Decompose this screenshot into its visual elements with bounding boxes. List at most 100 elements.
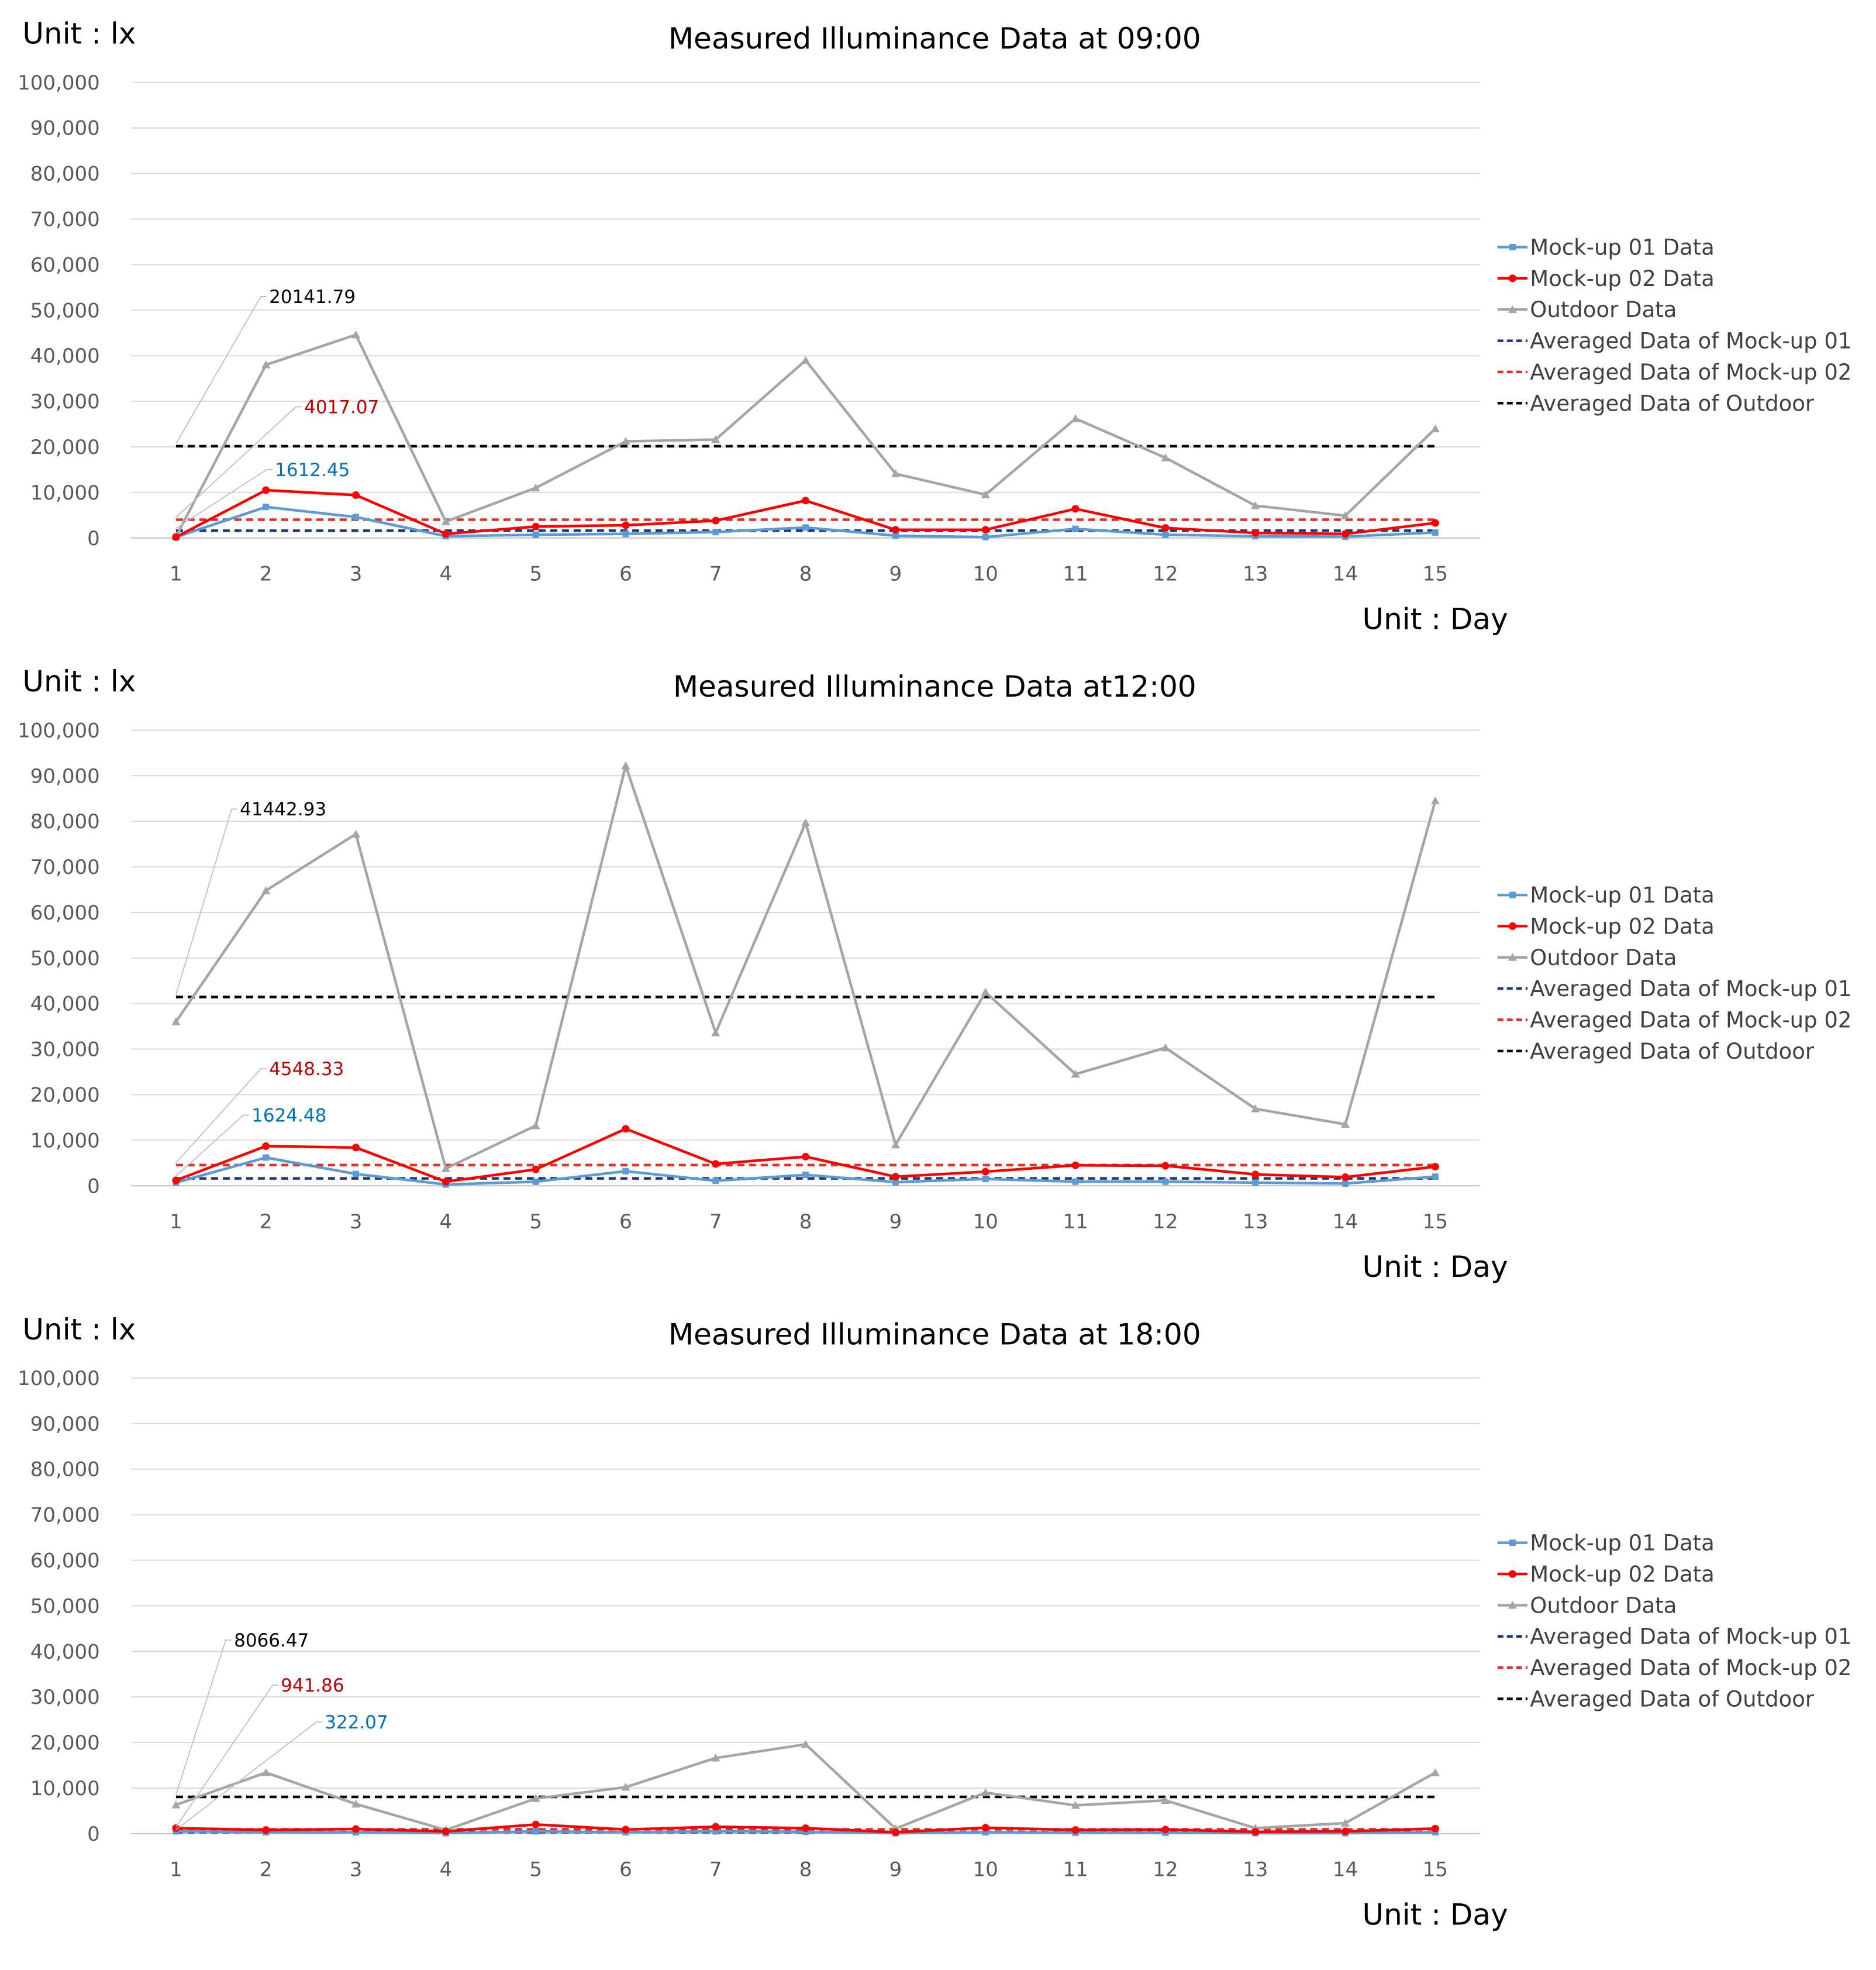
callout-leader-line	[175, 1639, 232, 1795]
y-tick-label: 50,000	[30, 299, 100, 322]
y-tick-label: 10,000	[30, 1777, 100, 1800]
data-point	[353, 514, 360, 521]
legend-label: Mock-up 02 Data	[1530, 1562, 1715, 1587]
series-mock-up-02-data	[172, 1125, 1439, 1186]
data-point	[442, 1827, 450, 1835]
data-point	[712, 1828, 719, 1835]
data-point	[621, 1782, 630, 1791]
callout-averaged-data-of-mock-up-02: 941.86	[175, 1675, 344, 1828]
data-point	[262, 1142, 270, 1151]
data-point	[802, 524, 809, 531]
data-point	[263, 504, 270, 511]
callout-label: 8066.47	[234, 1630, 309, 1651]
y-tick-label: 40,000	[30, 1640, 100, 1664]
data-point	[1071, 505, 1080, 513]
data-point	[891, 1173, 899, 1181]
y-tick-label: 60,000	[30, 901, 100, 925]
callout-leader-line	[175, 1068, 267, 1163]
callout-averaged-data-of-mock-up-01: 1624.48	[175, 1105, 326, 1177]
data-point	[802, 497, 810, 505]
data-point	[262, 1826, 270, 1834]
x-tick-label: 10	[973, 562, 998, 586]
legend-marker	[1508, 274, 1516, 283]
data-point	[801, 356, 811, 364]
callout-leader-line	[175, 296, 267, 445]
chart-panel-2: 0 10,000 20,000 30,000 40,000 50,000 60,000 70,…	[18, 664, 1851, 1284]
callout-leader-line	[175, 1721, 323, 1831]
x-tick-label: 8	[799, 1858, 812, 1881]
callout-averaged-data-of-mock-up-01: 1612.45	[175, 460, 350, 529]
data-point	[1341, 1819, 1350, 1827]
data-point	[891, 469, 900, 477]
data-point	[802, 1152, 810, 1160]
legend-item-averaged-data-of-mock-up-01: Averaged Data of Mock-up 01	[1497, 329, 1851, 354]
data-point	[1161, 1796, 1170, 1804]
data-point	[711, 1754, 720, 1762]
legend-label: Mock-up 01 Data	[1530, 235, 1715, 260]
y-tick-label: 60,000	[30, 1549, 100, 1573]
series-mock-up-02-data	[172, 1820, 1439, 1837]
data-point	[1071, 1069, 1080, 1078]
legend: Mock-up 01 Data Mock-up 02 Data Outdoor Da…	[1497, 883, 1851, 1064]
data-point	[1431, 519, 1439, 527]
data-point	[1431, 1163, 1439, 1171]
legend-item-mock-up-02-data: Mock-up 02 Data	[1497, 914, 1715, 939]
data-point	[1161, 453, 1170, 461]
data-point	[711, 435, 720, 443]
y-tick-label: 20,000	[30, 436, 100, 459]
x-tick-label: 2	[260, 1858, 273, 1881]
legend-label: Outdoor Data	[1530, 945, 1677, 970]
legend-marker	[1508, 953, 1517, 961]
data-point	[712, 1177, 719, 1184]
y-tick-label: 50,000	[30, 1594, 100, 1618]
x-tick-label: 13	[1243, 1210, 1268, 1234]
y-tick-label: 0	[87, 1175, 100, 1198]
series-outdoor-data	[171, 1740, 1440, 1834]
data-point	[1341, 511, 1350, 519]
y-axis-unit: Unit : lx	[22, 664, 136, 698]
legend-label: Averaged Data of Mock-up 01	[1530, 976, 1851, 1001]
callout-leader-line	[175, 406, 302, 518]
data-point	[1252, 1179, 1259, 1186]
legend-item-averaged-data-of-outdoor: Averaged Data of Outdoor	[1497, 1686, 1815, 1711]
data-point	[171, 1800, 181, 1809]
y-axis-unit: Unit : lx	[22, 17, 136, 51]
x-tick-label: 7	[709, 1210, 722, 1234]
data-point	[802, 1172, 809, 1179]
data-point	[981, 1788, 990, 1796]
callout-leader-line	[175, 469, 273, 529]
legend-label: Averaged Data of Outdoor	[1530, 1039, 1815, 1064]
y-tick-label: 0	[87, 527, 100, 550]
data-point	[532, 1165, 540, 1173]
callout-averaged-data-of-outdoor: 8066.47	[175, 1630, 309, 1795]
series-line	[175, 1156, 1436, 1186]
legend-label: Averaged Data of Mock-up 01	[1530, 329, 1851, 354]
data-point	[1432, 529, 1439, 536]
legend-item-outdoor-data: Outdoor Data	[1497, 1593, 1677, 1618]
y-tick-label: 40,000	[30, 345, 100, 368]
legend-marker	[1509, 244, 1516, 251]
data-point	[171, 1017, 181, 1025]
x-tick-label: 5	[529, 1210, 542, 1234]
chart-panel-3: 0 10,000 20,000 30,000 40,000 50,000 60,000 70,…	[18, 1313, 1851, 1932]
x-tick-label: 15	[1423, 1210, 1448, 1234]
y-tick-label: 80,000	[30, 163, 100, 186]
callout-leader-line	[175, 1685, 279, 1828]
legend: Mock-up 01 Data Mock-up 02 Data Outdoor Da…	[1497, 1531, 1851, 1711]
y-tick-label: 70,000	[30, 856, 100, 879]
x-tick-label: 1	[170, 1858, 182, 1881]
legend-label: Averaged Data of Mock-up 02	[1530, 1007, 1851, 1032]
data-point	[712, 1160, 720, 1168]
legend-label: Mock-up 02 Data	[1530, 914, 1715, 939]
x-tick-label: 11	[1063, 562, 1088, 586]
legend-label: Mock-up 01 Data	[1530, 1531, 1715, 1556]
callout-averaged-data-of-mock-up-02: 4017.07	[175, 397, 379, 518]
x-tick-label: 3	[350, 562, 363, 586]
callout-averaged-data-of-mock-up-02: 4548.33	[175, 1059, 344, 1163]
x-tick-label: 13	[1243, 562, 1268, 586]
y-tick-label: 0	[87, 1823, 100, 1846]
callout-averaged-data-of-outdoor: 20141.79	[175, 287, 356, 445]
x-tick-label: 12	[1153, 562, 1178, 586]
chart-panel-1: 0 10,000 20,000 30,000 40,000 50,000 60,000 70,…	[18, 17, 1851, 636]
